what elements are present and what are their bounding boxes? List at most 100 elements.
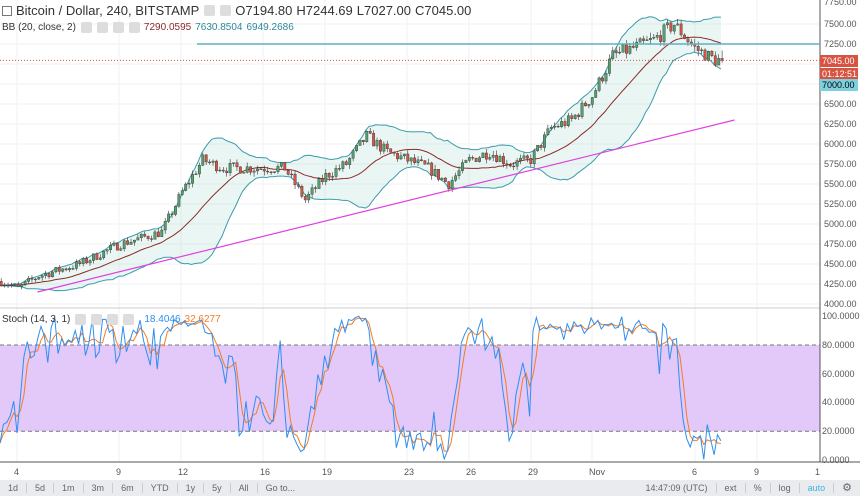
candle-body: [163, 221, 167, 231]
range-5d[interactable]: 5d: [27, 483, 55, 493]
candle-body: [341, 161, 345, 169]
gear-icon[interactable]: [96, 22, 108, 33]
candle-body: [283, 162, 287, 171]
eye-icon[interactable]: [204, 5, 216, 16]
candle-body: [358, 139, 362, 146]
candle-body: [522, 155, 526, 159]
candle-body: [717, 58, 721, 66]
candle-body: [170, 213, 174, 215]
chart-canvas[interactable]: [0, 0, 860, 480]
candle-body: [659, 35, 663, 42]
candle-body: [307, 193, 311, 201]
candle-body: [23, 281, 27, 285]
candle-body: [635, 41, 639, 48]
last-price-label: 7045.00: [820, 55, 858, 67]
candle-body: [420, 159, 423, 161]
open-value: O7194.80: [235, 3, 293, 18]
candle-body: [652, 37, 656, 39]
candle-body: [413, 157, 417, 163]
range-1y[interactable]: 1y: [178, 483, 205, 493]
goto-button[interactable]: Go to...: [265, 483, 296, 493]
candle-body: [631, 45, 635, 48]
candle-body: [484, 152, 488, 160]
candle-body: [495, 154, 499, 162]
candle-body: [570, 115, 574, 119]
candle-body: [512, 165, 516, 168]
settings-gear-icon[interactable]: ⚙: [842, 482, 852, 494]
plus-icon[interactable]: [112, 22, 124, 33]
candle-body: [498, 156, 502, 162]
candle-body: [628, 45, 632, 54]
candle-body: [221, 169, 225, 172]
candle-body: [245, 166, 249, 173]
price-tick: 7750.00: [824, 0, 857, 7]
candle-body: [81, 258, 85, 265]
candle-body: [290, 173, 294, 176]
candle-body: [232, 162, 235, 164]
candle-body: [686, 38, 690, 43]
close-icon[interactable]: [123, 314, 135, 325]
candle-body: [64, 268, 68, 271]
candle-body: [160, 229, 164, 237]
collapse-icon[interactable]: [2, 5, 12, 16]
candle-body: [85, 258, 89, 264]
candle-body: [566, 115, 570, 126]
price-tick: 6250.00: [824, 119, 857, 129]
close-icon[interactable]: [128, 22, 140, 33]
range-1d[interactable]: 1d: [0, 483, 28, 493]
candle-body: [461, 162, 464, 171]
candle-body: [6, 284, 10, 287]
candle-body: [273, 171, 276, 173]
percent-toggle[interactable]: %: [746, 483, 771, 493]
symbol-legend: Bitcoin / Dollar, 240, BITSTAMP O7194.80…: [2, 3, 471, 18]
candle-body: [215, 160, 218, 172]
ext-toggle[interactable]: ext: [717, 483, 746, 493]
candle-body: [115, 243, 119, 251]
candle-body: [317, 178, 321, 189]
price-tick: 5000.00: [824, 219, 857, 229]
trendline: [37, 119, 735, 293]
candle-body: [560, 121, 563, 127]
candle-body: [679, 23, 683, 36]
candle-body: [614, 50, 618, 54]
candle-body: [379, 140, 382, 152]
candle-body: [385, 143, 389, 149]
candle-body: [259, 168, 263, 170]
eye-icon[interactable]: [80, 22, 92, 33]
candle-body: [174, 206, 177, 215]
candle-body: [218, 169, 222, 172]
gear-icon[interactable]: [91, 314, 103, 325]
range-3m[interactable]: 3m: [84, 483, 114, 493]
candle-body: [491, 154, 495, 158]
candle-body: [402, 153, 406, 157]
range-ytd[interactable]: YTD: [143, 483, 178, 493]
time-tick: 4: [14, 467, 20, 477]
level-label: 7000.00: [820, 79, 858, 91]
candle-body: [252, 170, 256, 173]
candle-body: [204, 154, 208, 163]
eye-icon[interactable]: [75, 314, 87, 325]
candle-body: [556, 125, 560, 128]
candle-body: [92, 253, 95, 261]
candle-body: [382, 143, 386, 152]
candle-body: [621, 44, 625, 53]
candle-body: [440, 177, 444, 180]
time-tick: Nov: [589, 467, 606, 477]
candle-body: [191, 174, 194, 184]
range-6m[interactable]: 6m: [113, 483, 143, 493]
candle-body: [129, 241, 133, 245]
candle-body: [338, 168, 341, 170]
time-tick: 23: [404, 467, 415, 477]
auto-toggle[interactable]: auto: [800, 483, 835, 493]
plus-icon[interactable]: [107, 314, 119, 325]
candle-body: [669, 22, 673, 32]
range-all[interactable]: All: [231, 483, 258, 493]
log-toggle[interactable]: log: [771, 483, 800, 493]
candle-body: [61, 268, 65, 272]
range-5y[interactable]: 5y: [204, 483, 231, 493]
candle-body: [645, 39, 649, 41]
gear-icon[interactable]: [220, 5, 232, 16]
candle-body: [502, 156, 505, 165]
candle-body: [208, 161, 212, 163]
range-1m[interactable]: 1m: [54, 483, 84, 493]
